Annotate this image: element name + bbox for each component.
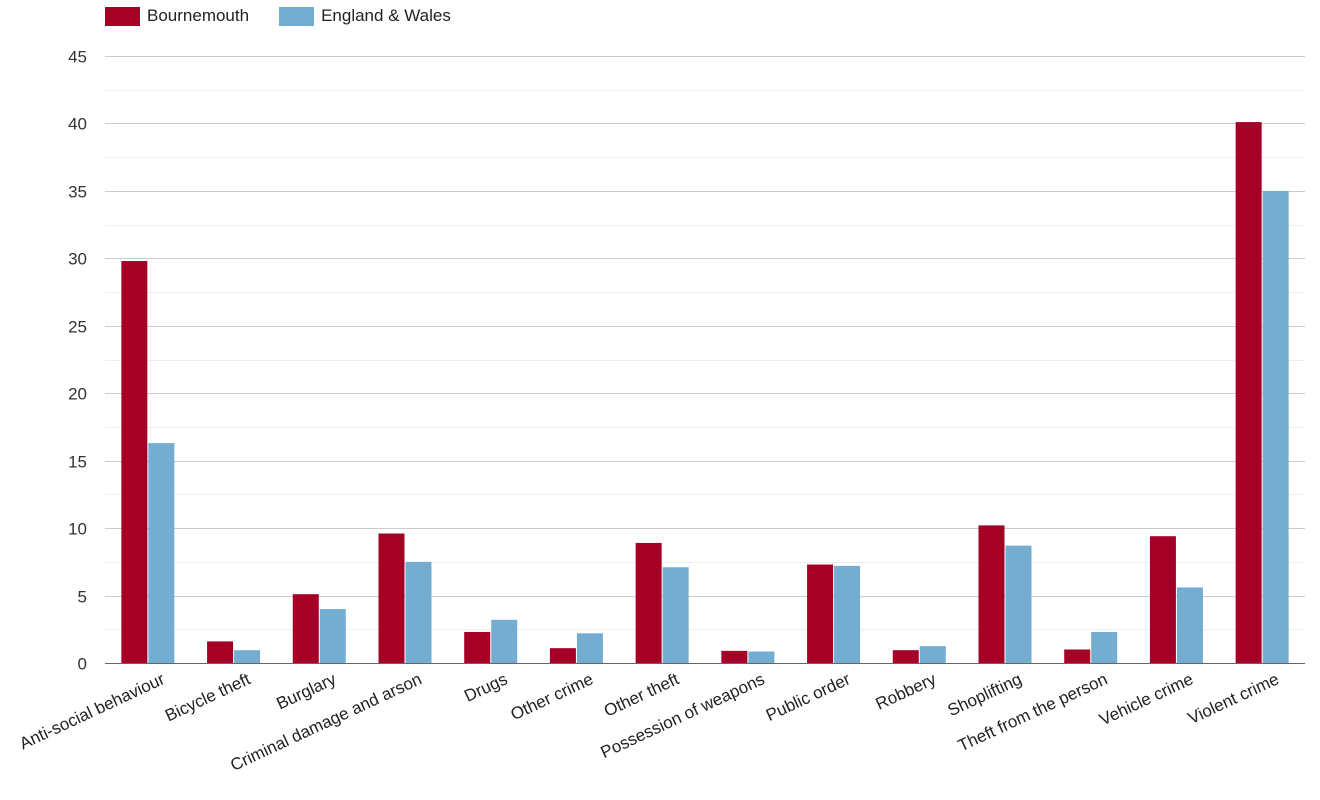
bar-england-wales bbox=[1176, 587, 1203, 663]
bar-england-wales bbox=[1262, 190, 1289, 663]
bar-england-wales bbox=[405, 561, 432, 663]
y-tick-label: 10 bbox=[68, 520, 87, 539]
bar-bournemouth bbox=[207, 641, 234, 663]
y-tick-label: 20 bbox=[68, 385, 87, 404]
bar-england-wales bbox=[1005, 545, 1032, 663]
y-tick-label: 25 bbox=[68, 318, 87, 337]
bar-bournemouth bbox=[1149, 536, 1176, 663]
y-tick-label: 0 bbox=[78, 655, 87, 674]
x-category-label: Bicycle theft bbox=[162, 669, 253, 725]
x-category-label: Robbery bbox=[873, 669, 940, 714]
x-category-label: Burglary bbox=[274, 669, 340, 713]
bar-bournemouth bbox=[721, 650, 748, 663]
bar-bournemouth bbox=[1235, 122, 1262, 663]
x-category-label: Theft from the person bbox=[955, 669, 1110, 755]
bar-england-wales bbox=[319, 609, 346, 663]
bar-bournemouth bbox=[292, 594, 319, 663]
bar-bournemouth bbox=[378, 533, 405, 663]
bar-bournemouth bbox=[892, 650, 919, 663]
y-tick-label: 40 bbox=[68, 115, 87, 134]
y-tick-label: 15 bbox=[68, 453, 87, 472]
x-category-label: Vehicle crime bbox=[1096, 669, 1196, 729]
chart-legend: Bournemouth England & Wales bbox=[105, 6, 451, 26]
legend-label-bournemouth: Bournemouth bbox=[147, 6, 250, 25]
bar-england-wales bbox=[234, 650, 261, 663]
y-tick-label: 30 bbox=[68, 250, 87, 269]
bar-england-wales bbox=[748, 651, 775, 663]
x-category-label: Violent crime bbox=[1185, 669, 1282, 728]
bar-bournemouth bbox=[807, 564, 834, 663]
legend-item-england-wales[interactable]: England & Wales bbox=[279, 6, 451, 26]
x-category-label: Drugs bbox=[461, 669, 510, 705]
bar-bournemouth bbox=[1064, 649, 1091, 663]
x-category-label: Public order bbox=[763, 669, 854, 725]
legend-label-england-wales: England & Wales bbox=[321, 6, 451, 25]
legend-item-bournemouth[interactable]: Bournemouth bbox=[105, 6, 249, 26]
y-tick-label: 5 bbox=[78, 588, 87, 607]
bar-bournemouth bbox=[978, 525, 1005, 663]
y-tick-label: 45 bbox=[68, 48, 87, 67]
bar-england-wales bbox=[148, 443, 175, 663]
x-category-label: Anti-social behaviour bbox=[16, 669, 167, 753]
legend-swatch-bournemouth bbox=[105, 6, 140, 26]
bar-bournemouth bbox=[464, 631, 491, 663]
x-category-label: Other crime bbox=[508, 669, 597, 724]
bar-bournemouth bbox=[635, 542, 662, 663]
bar-england-wales bbox=[491, 619, 518, 663]
bar-england-wales bbox=[1091, 631, 1118, 663]
x-category-label: Possession of weapons bbox=[598, 669, 768, 762]
legend-swatch-england-wales bbox=[279, 6, 315, 26]
bar-england-wales bbox=[834, 565, 861, 663]
bar-england-wales bbox=[662, 567, 689, 663]
y-tick-label: 35 bbox=[68, 183, 87, 202]
bar-england-wales bbox=[919, 646, 946, 663]
bar-england-wales bbox=[576, 633, 603, 663]
bar-bournemouth bbox=[121, 261, 148, 663]
bar-bournemouth bbox=[549, 648, 576, 663]
